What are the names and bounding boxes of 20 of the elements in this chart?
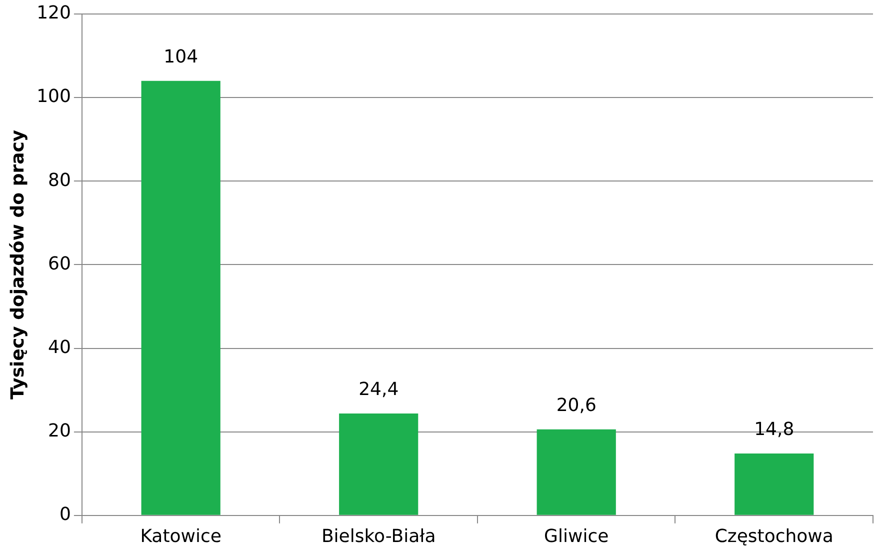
data-label: 14,8 xyxy=(754,419,794,440)
data-label: 24,4 xyxy=(358,379,399,400)
x-tick-label: Gliwice xyxy=(544,526,609,547)
x-tick-label: Katowice xyxy=(140,526,222,547)
y-tick-label: 100 xyxy=(36,86,71,108)
y-tick-label: 0 xyxy=(60,504,71,526)
y-axis-title: Tysięcy dojazdów do pracy xyxy=(7,130,28,400)
y-tick-label: 40 xyxy=(48,336,71,358)
y-tick-label: 60 xyxy=(48,253,71,274)
bar xyxy=(141,80,220,515)
y-tick-label: 80 xyxy=(48,170,71,191)
data-label: 104 xyxy=(164,46,198,68)
data-label: 20,6 xyxy=(556,395,596,416)
bar xyxy=(536,429,616,515)
x-tick-label: Bielsko-Biała xyxy=(321,526,436,547)
y-tick-label: 120 xyxy=(36,2,71,24)
bar xyxy=(339,413,418,515)
y-tick-label: 20 xyxy=(48,420,71,442)
x-tick-label: Częstochowa xyxy=(714,526,834,547)
bar xyxy=(734,454,814,515)
